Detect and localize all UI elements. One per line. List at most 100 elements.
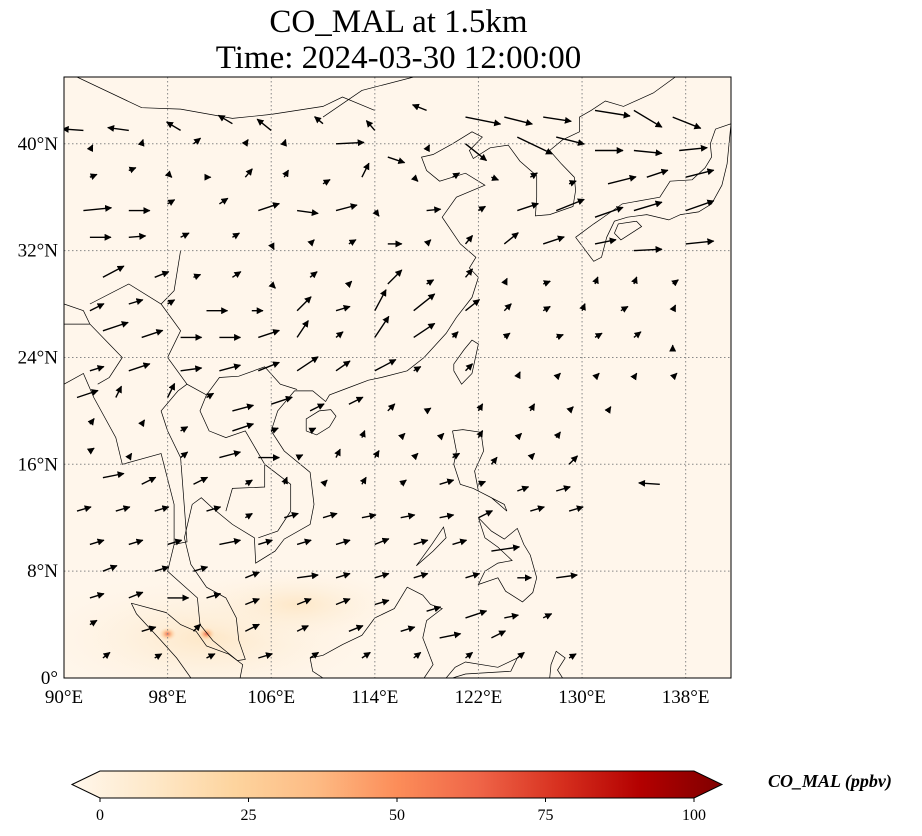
coastline-segment [305,409,337,436]
wind-vector [141,476,157,485]
wind-vector [128,232,147,240]
wind-vector [436,432,445,441]
wind-vector [633,149,663,157]
longitude-tick-label: 114°E [351,687,398,708]
wind-vector [476,403,484,412]
wind-vector [397,432,406,441]
wind-vector [258,202,280,212]
wind-vector [297,209,319,217]
wind-vector [669,304,677,313]
wind-vector [592,372,600,381]
wind-vector [193,273,202,281]
wind-vector [258,538,273,546]
wind-vector [542,305,551,313]
wind-vector [125,452,133,461]
wind-vector [138,419,146,428]
wind-vector [268,281,276,289]
figure-title-line-2: Time: 2024-03-30 12:00:00 [215,40,582,76]
longitude-tick-label: 90°E [45,687,83,708]
wind-vector [258,652,273,659]
wind-vector [335,304,351,312]
wind-vector [517,202,539,212]
wind-vector [491,544,521,552]
wind-vector [348,624,364,632]
wind-vector [579,303,586,311]
colorbar-ticks: 0 25 50 75 100 [96,798,706,824]
wind-vector [154,565,170,573]
wind-vector [76,389,99,399]
wind-vector [568,180,577,187]
wind-vector [241,139,249,147]
wind-vector [387,403,396,412]
wind-vector [361,651,371,659]
coastline-segment [453,339,479,385]
wind-vector [555,198,585,212]
wind-vector [166,382,176,398]
wind-vector [478,480,487,488]
wind-vector [296,296,312,312]
wind-vector [631,276,638,285]
wind-vector [359,476,367,485]
latitude-tick-label: 8°N [27,561,58,582]
wind-vector [280,138,287,147]
wind-vector [527,452,535,461]
coastline-segment [160,383,188,545]
wind-vector [335,360,351,372]
wind-vector [167,299,176,307]
coastline-segment [575,123,731,262]
wind-vector [504,612,519,620]
wind-vector [244,168,253,178]
wind-vector [372,209,380,217]
wind-vector [516,651,525,660]
wind-vector [102,265,125,278]
wind-vector [335,597,351,606]
coastline-segment [76,77,375,119]
wind-vector [374,537,390,546]
coastline-segment [199,394,266,512]
wind-vector [568,653,577,661]
coastline-segment [309,586,443,678]
wind-vector [296,538,312,546]
wind-vector [464,234,474,245]
coastline-segment [89,250,181,305]
wind-vector [478,205,487,213]
colorbar-tick-label: 25 [241,807,257,824]
wind-vector [452,172,461,180]
wind-vector [465,651,474,660]
wind-vector [464,268,474,278]
coastline-segment [614,220,643,241]
wind-vector [258,329,280,339]
coastline-segment [416,526,447,567]
wind-vector [180,426,189,433]
wind-vector [193,565,209,573]
wind-vector [102,471,125,479]
wind-vector [180,232,190,240]
wind-vector [83,204,113,212]
longitude-tick-label: 98°E [149,687,187,708]
wind-vector [102,651,111,660]
wind-vector [89,619,98,627]
wind-vector [528,403,536,412]
wind-vector [399,479,407,487]
wind-vector [465,572,481,579]
wind-vector [426,605,442,613]
colorbar-tick-label: 100 [682,807,706,824]
wind-vector [568,505,584,513]
wind-vector [232,422,255,432]
wind-vector [232,271,242,279]
wind-vector [365,120,376,131]
wind-vector [180,451,189,459]
wind-vector [553,372,561,381]
wind-vector [410,174,419,182]
wind-vector [465,298,481,312]
longitude-tick-labels: 90°E 98°E 106°E 114°E 122°E 130°E 138°E [45,687,710,708]
wind-vector [516,136,553,155]
wind-vector [387,156,406,165]
wind-vector [297,572,319,580]
wind-vector [115,505,131,513]
wind-vector [206,653,216,660]
wind-vector [102,321,129,332]
longitude-tick-label: 106°E [247,687,295,708]
wind-vector [295,454,304,461]
wind-vector [413,538,429,546]
